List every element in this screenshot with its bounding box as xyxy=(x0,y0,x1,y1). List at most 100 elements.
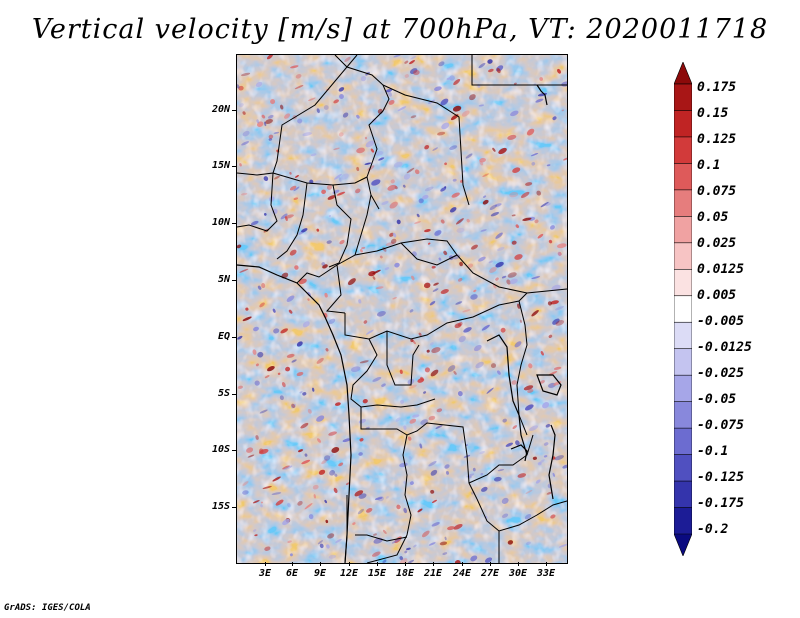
lon-label-18e: 18E xyxy=(395,568,415,579)
velocity-patch xyxy=(266,55,274,60)
velocity-patch xyxy=(440,98,449,106)
velocity-patch xyxy=(428,460,437,467)
velocity-patch xyxy=(478,62,486,69)
velocity-patch xyxy=(291,403,296,408)
velocity-patch xyxy=(282,518,290,526)
velocity-patch xyxy=(327,533,335,539)
velocity-patch xyxy=(286,295,295,302)
velocity-patch xyxy=(350,366,361,373)
velocity-patch xyxy=(239,163,242,167)
velocity-patch xyxy=(302,132,313,137)
lon-tick xyxy=(292,562,293,566)
velocity-patch xyxy=(430,369,439,377)
velocity-patch xyxy=(501,497,509,504)
velocity-patch xyxy=(473,289,477,293)
velocity-patch xyxy=(467,263,474,268)
velocity-patch xyxy=(325,519,329,524)
velocity-patch xyxy=(391,538,400,544)
velocity-patch xyxy=(551,284,561,291)
velocity-patch xyxy=(313,494,316,499)
velocity-patch xyxy=(436,408,443,413)
velocity-patch xyxy=(257,121,264,127)
velocity-patch xyxy=(304,503,313,510)
velocity-patch xyxy=(557,68,561,74)
velocity-patch xyxy=(359,249,363,253)
velocity-patch xyxy=(526,128,535,136)
velocity-patch xyxy=(511,380,518,385)
velocity-patch xyxy=(511,240,517,245)
velocity-patch xyxy=(334,473,338,477)
velocity-patch xyxy=(326,184,333,190)
velocity-patch xyxy=(423,391,427,394)
velocity-patch xyxy=(272,308,276,313)
colorbar-label: -0.125 xyxy=(697,470,744,485)
velocity-patch xyxy=(373,533,377,536)
colorbar-bin xyxy=(674,374,692,403)
velocity-patch xyxy=(519,319,522,323)
velocity-patch xyxy=(253,326,259,332)
lat-tick xyxy=(232,223,236,224)
velocity-patch xyxy=(522,217,532,221)
velocity-patch xyxy=(267,114,274,119)
colorbar-bin xyxy=(674,110,692,138)
velocity-patch xyxy=(397,106,407,112)
velocity-patch xyxy=(437,131,446,136)
velocity-patch xyxy=(515,224,519,229)
velocity-patch xyxy=(273,131,280,134)
velocity-patch xyxy=(294,265,299,270)
colorbar-bin xyxy=(674,216,692,244)
velocity-patch xyxy=(482,199,489,205)
velocity-patch xyxy=(307,408,312,414)
velocity-patch xyxy=(517,473,527,478)
footer-credit: GrADS: IGES/COLA xyxy=(4,603,91,613)
velocity-patch xyxy=(389,201,398,209)
intensity-patches xyxy=(237,55,567,563)
velocity-patch xyxy=(410,115,417,119)
lat-tick xyxy=(232,337,236,338)
velocity-patch xyxy=(339,94,344,99)
velocity-patch xyxy=(456,227,465,233)
velocity-patch xyxy=(364,162,372,165)
velocity-patch xyxy=(392,297,397,300)
velocity-patch xyxy=(428,542,436,546)
velocity-patch xyxy=(362,399,368,404)
velocity-patch xyxy=(530,152,539,157)
velocity-patch xyxy=(563,157,567,161)
velocity-patch xyxy=(267,365,275,372)
velocity-patch xyxy=(555,306,564,311)
velocity-patch xyxy=(414,169,420,175)
velocity-patch xyxy=(490,212,500,217)
velocity-patch xyxy=(470,555,478,562)
velocity-patch xyxy=(409,418,417,424)
velocity-patch xyxy=(434,230,442,236)
velocity-patch xyxy=(537,233,544,239)
velocity-patch xyxy=(509,278,518,285)
velocity-patch xyxy=(487,59,493,64)
velocity-patch xyxy=(447,526,455,531)
velocity-patch xyxy=(364,136,368,140)
velocity-patch xyxy=(285,366,291,372)
lat-tick xyxy=(232,394,236,395)
velocity-patch xyxy=(290,403,297,409)
lat-tick xyxy=(232,280,236,281)
colorbar xyxy=(674,62,692,556)
velocity-patch xyxy=(289,249,297,256)
lon-tick xyxy=(320,562,321,566)
velocity-patch xyxy=(517,303,521,309)
velocity-patch xyxy=(421,530,430,538)
velocity-patch xyxy=(500,327,506,333)
velocity-patch xyxy=(241,192,248,196)
velocity-patch xyxy=(481,324,490,331)
velocity-patch xyxy=(502,513,509,518)
velocity-patch xyxy=(523,385,534,391)
velocity-patch xyxy=(469,94,476,101)
velocity-patch xyxy=(540,351,544,356)
velocity-patch xyxy=(529,425,538,432)
colorbar-bin xyxy=(674,163,692,191)
lon-label-3e: 3E xyxy=(258,568,272,579)
velocity-patch xyxy=(374,151,384,156)
velocity-patch xyxy=(296,371,304,377)
lon-tick xyxy=(377,562,378,566)
colorbar-label: -0.005 xyxy=(697,314,744,329)
velocity-patch xyxy=(478,104,485,107)
